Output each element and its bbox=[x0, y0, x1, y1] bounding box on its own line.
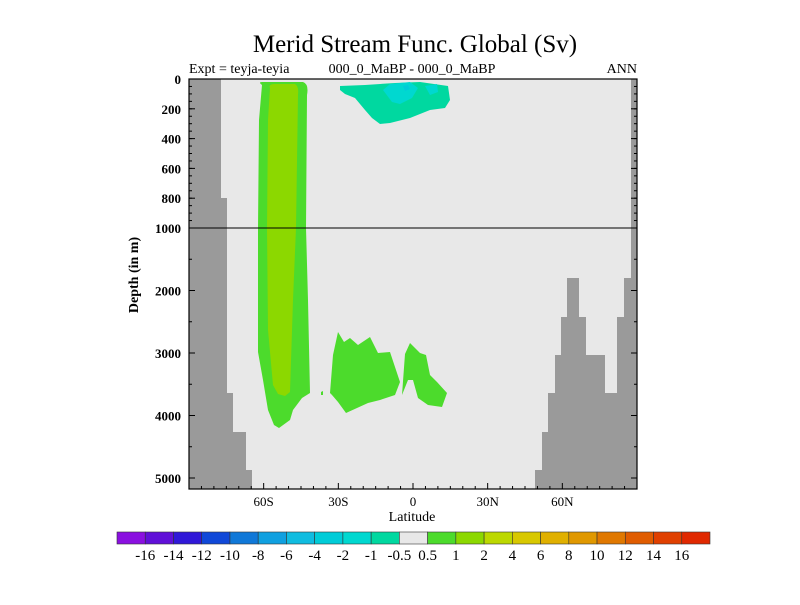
colorbar-swatch bbox=[483, 531, 513, 545]
colorbar-label: 8 bbox=[565, 548, 573, 564]
colorbar-label: 6 bbox=[537, 548, 545, 564]
colorbar-label: 2 bbox=[480, 548, 488, 564]
colorbar-swatch bbox=[399, 531, 428, 545]
colorbar-swatch bbox=[314, 531, 344, 545]
x-tick-label: 60S bbox=[254, 494, 274, 509]
colorbar-swatch bbox=[512, 531, 541, 545]
subtitle-left: Expt = teyja-teyia bbox=[189, 62, 290, 77]
x-tick-label: 0 bbox=[410, 494, 417, 509]
colorbar-swatch bbox=[568, 531, 598, 545]
y-tick-label: 4000 bbox=[155, 409, 181, 424]
y-tick-label: 2000 bbox=[155, 284, 181, 299]
colorbar-swatch bbox=[173, 531, 203, 545]
colorbar-label: -2 bbox=[337, 548, 350, 564]
deep-cell-1 bbox=[330, 332, 400, 413]
y-tick-label: 600 bbox=[162, 161, 182, 176]
colorbar-label: 12 bbox=[618, 548, 633, 564]
colorbar-swatch bbox=[144, 531, 174, 545]
colorbar-swatch bbox=[229, 531, 259, 545]
colorbar-label: 10 bbox=[590, 548, 605, 564]
y-tick-label: 1000 bbox=[155, 221, 181, 236]
colorbar-label: -6 bbox=[280, 548, 293, 564]
deep-cell-2 bbox=[402, 343, 447, 407]
colorbar-label: 16 bbox=[674, 548, 690, 564]
colorbar-swatch bbox=[427, 531, 457, 545]
y-tick-label: 800 bbox=[162, 191, 182, 206]
colorbar: -16 -14 -12 -10 -8 -6 -4 -2 -1 -0.5 0.5 1 2 4 6 8 10 12 14… bbox=[116, 531, 711, 564]
y-tick-label: 3000 bbox=[155, 346, 181, 361]
subtitle-center: 000_0_MaBP - 000_0_MaBP bbox=[329, 62, 496, 77]
land-north bbox=[535, 79, 637, 489]
y-tick-label: 0 bbox=[175, 72, 182, 87]
colorbar-swatch bbox=[596, 531, 626, 545]
colorbar-swatch bbox=[201, 531, 231, 545]
colorbar-swatch bbox=[116, 531, 146, 545]
tropical-cell-inner bbox=[383, 82, 438, 104]
subtitle-right: ANN bbox=[607, 62, 637, 77]
x-tick-label: 30N bbox=[476, 494, 499, 509]
colorbar-label: 0.5 bbox=[418, 548, 437, 564]
colorbar-label: 1 bbox=[452, 548, 460, 564]
y-tick-label: 400 bbox=[162, 132, 182, 147]
colorbar-swatch bbox=[257, 531, 287, 545]
colorbar-label: 4 bbox=[509, 548, 517, 564]
colorbar-swatch bbox=[540, 531, 570, 545]
colorbar-label: -8 bbox=[252, 548, 265, 564]
deep-cell-dot bbox=[321, 391, 323, 395]
southern-cell-inner bbox=[267, 84, 299, 396]
y-axis-label: Depth (in m) bbox=[127, 237, 142, 314]
y-tick-label: 200 bbox=[162, 102, 182, 117]
colorbar-swatch bbox=[681, 531, 711, 545]
colorbar-label: -1 bbox=[365, 548, 378, 564]
x-tick-label: 30S bbox=[328, 494, 348, 509]
colorbar-swatch bbox=[653, 531, 683, 545]
x-tick-label: 60N bbox=[551, 494, 574, 509]
colorbar-label: -10 bbox=[220, 548, 240, 564]
colorbar-label: -14 bbox=[163, 548, 183, 564]
colorbar-label: -12 bbox=[192, 548, 212, 564]
tropical-cell-core bbox=[403, 85, 410, 91]
colorbar-label: -16 bbox=[135, 548, 155, 564]
colorbar-swatch bbox=[370, 531, 400, 545]
colorbar-swatch bbox=[455, 531, 485, 545]
plot-area: 60S 30S 0 30N 60N 0 200 400 600 800 1000 2000 3000 40… bbox=[155, 72, 638, 509]
colorbar-swatch bbox=[624, 531, 654, 545]
colorbar-swatch bbox=[342, 531, 372, 545]
x-axis-label: Latitude bbox=[389, 510, 436, 525]
tropical-cell-outer bbox=[340, 82, 450, 124]
colorbar-swatch bbox=[286, 531, 315, 545]
colorbar-label: 14 bbox=[646, 548, 662, 564]
colorbar-label: -4 bbox=[308, 548, 321, 564]
chart-title: Merid Stream Func. Global (Sv) bbox=[253, 31, 577, 58]
y-tick-label: 5000 bbox=[155, 471, 181, 486]
colorbar-label: -0.5 bbox=[388, 548, 412, 564]
land-south bbox=[189, 79, 252, 489]
